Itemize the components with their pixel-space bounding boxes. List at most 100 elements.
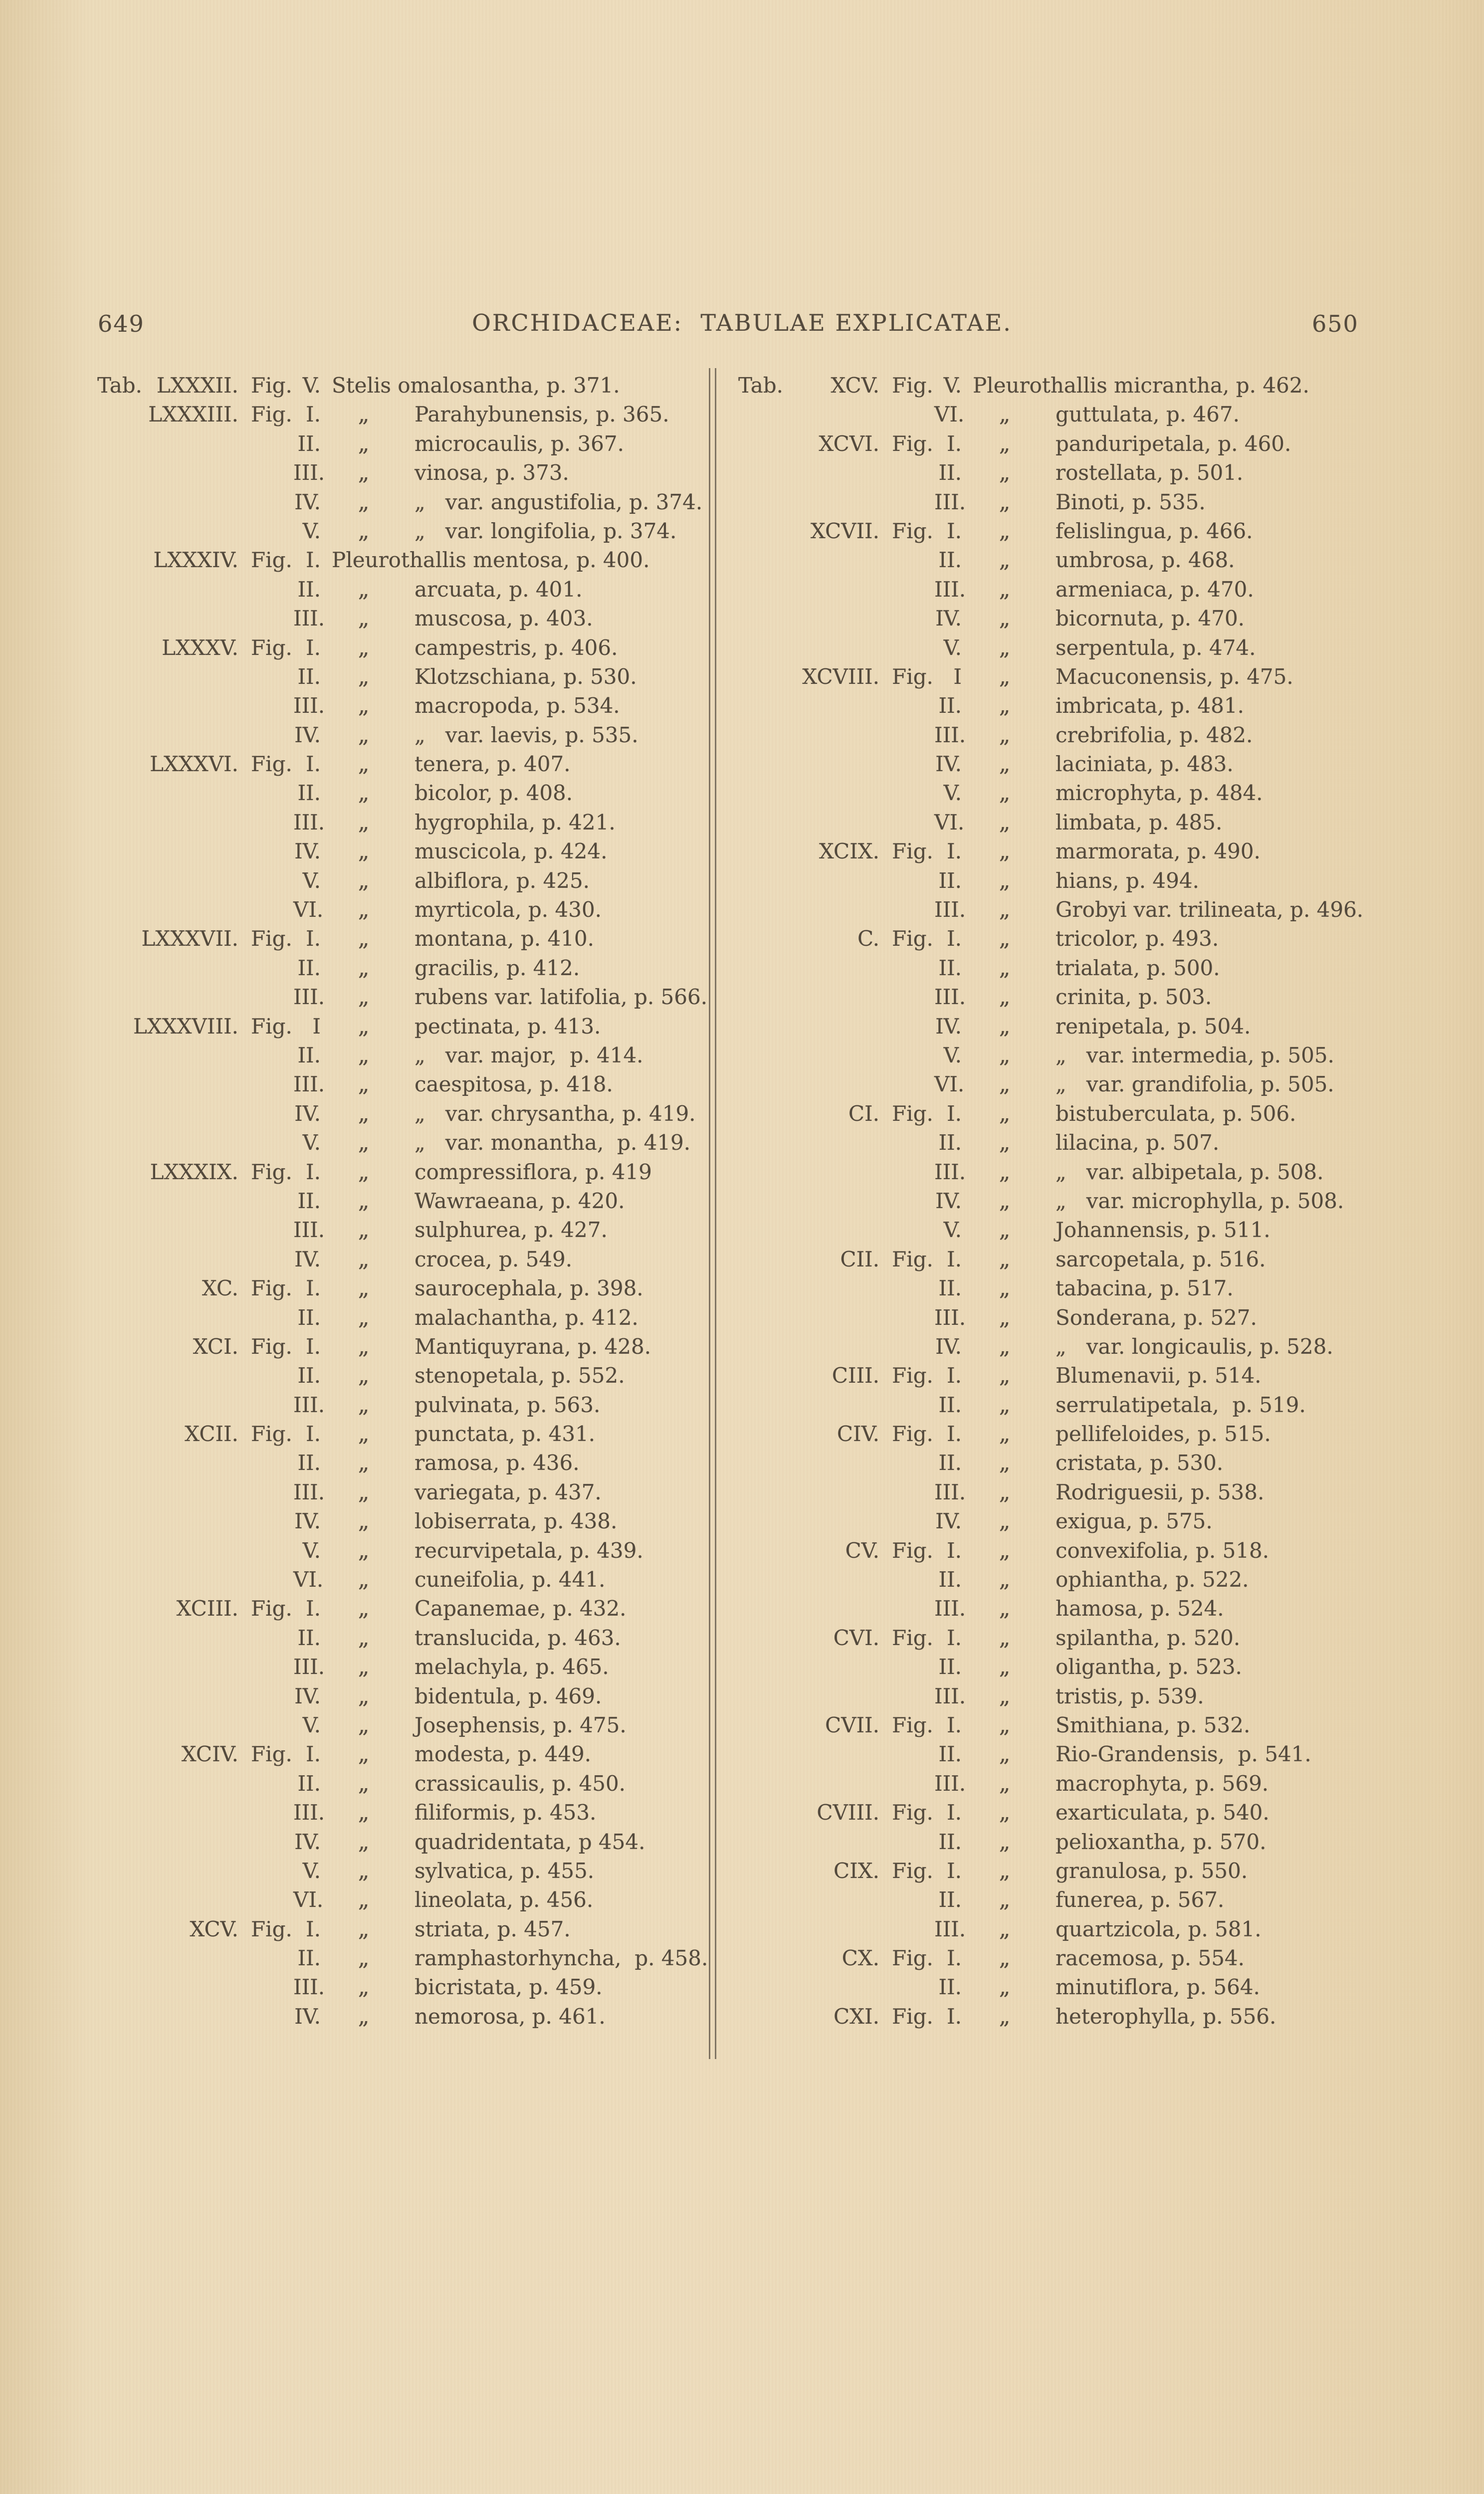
fig-numeral: I. [306, 1916, 321, 1941]
tab-numeral [726, 1391, 879, 1420]
ditto-mark: „ [358, 460, 370, 486]
fig-numeral: II. [297, 577, 321, 602]
fig-numeral: I. [947, 1247, 962, 1271]
tab-numeral [726, 1915, 879, 1944]
ditto-mark: „ [358, 838, 370, 864]
index-row: LXXXVII. Fig. I. „ montana, p. 410. [85, 924, 743, 953]
species-entry: exigua, p. 575. [1056, 1509, 1213, 1534]
ditto-mark: „ [358, 1567, 370, 1593]
ditto-mark: „ [999, 867, 1011, 893]
ditto-mark: „ [358, 1217, 370, 1243]
ditto-mark: „ [358, 2003, 370, 2029]
fig-word [251, 604, 293, 633]
fig-numeral: I. [306, 1422, 321, 1447]
fig-word [251, 1449, 293, 1477]
fig-numeral: I. [947, 1101, 962, 1126]
tab-numeral: CII. [840, 1247, 879, 1271]
ditto-mark: „ [358, 1304, 370, 1330]
fig-word [251, 691, 293, 720]
fig-numeral: I. [306, 1742, 321, 1767]
fig-numeral: I. [306, 926, 321, 951]
fig-numeral: III. [934, 489, 966, 514]
species-entry: Capanemae, p. 432. [415, 1596, 627, 1621]
tab-numeral [85, 1536, 238, 1565]
fig-numeral: II. [938, 693, 962, 718]
tab-numeral [85, 1885, 238, 1914]
index-row: XCV. Fig. I. „ striata, p. 457. [85, 1915, 743, 1944]
species-entry: bicolor, p. 408. [415, 781, 573, 806]
fig-word: Fig. [251, 548, 292, 573]
fig-numeral: II. [938, 1742, 962, 1767]
tab-numeral [726, 546, 879, 575]
index-row: IV. „ renipetala, p. 504. [726, 1012, 1479, 1041]
tab-numeral [85, 721, 238, 750]
fig-word [892, 1216, 934, 1245]
species-entry: tristis, p. 539. [1056, 1683, 1204, 1708]
species-entry: Klotzschiana, p. 530. [415, 664, 637, 689]
fig-word [251, 1798, 293, 1827]
index-row: CVII. Fig. I. „ Smithiana, p. 532. [726, 1711, 1479, 1740]
index-row: CXI. Fig. I. „ heterophylla, p. 556. [726, 2002, 1479, 2031]
fig-word [251, 1391, 293, 1420]
fig-numeral: V. [302, 1712, 321, 1737]
tab-numeral [85, 837, 238, 866]
species-entry: stenopetala, p. 552. [415, 1363, 625, 1388]
fig-word [892, 546, 934, 575]
tab-numeral: C. [857, 926, 879, 951]
tab-numeral [85, 691, 238, 720]
ditto-mark: „ [358, 1858, 370, 1883]
species-entry: Wawraeana, p. 420. [415, 1188, 625, 1213]
tab-numeral [85, 1507, 238, 1536]
ditto-mark: „ [999, 430, 1011, 456]
index-row: II. „ Wawraeana, p. 420. [85, 1187, 743, 1216]
tab-numeral [726, 895, 879, 924]
fig-word: Fig. [892, 373, 933, 398]
tab-numeral [85, 1828, 238, 1857]
fig-word: Fig. [892, 1858, 933, 1883]
ditto-mark: „ [358, 780, 370, 806]
species-entry: ramosa, p. 436. [415, 1451, 580, 1475]
tab-numeral [726, 750, 879, 779]
tab-numeral [726, 866, 879, 895]
species-entry: Binoti, p. 535. [1056, 489, 1206, 514]
tab-numeral [726, 1070, 879, 1099]
fig-numeral: III. [934, 1479, 966, 1504]
species-entry: armeniaca, p. 470. [1056, 577, 1254, 602]
species-entry: guttulata, p. 467. [1056, 402, 1240, 427]
index-row: LXXXVIII. Fig. I „ pectinata, p. 413. [85, 1012, 743, 1041]
index-column-right: Tab. XCV. Fig. V. Pleurothallis micrantha, p… [726, 371, 1479, 2031]
index-row: V. „ serpentula, p. 474. [726, 633, 1479, 662]
fig-numeral: III. [293, 1479, 325, 1504]
fig-word [892, 1303, 934, 1332]
fig-numeral: I [312, 1014, 321, 1039]
ditto-mark: „ [999, 1596, 1011, 1622]
page-title: ORCHIDACEAE: TABULAE EXPLICATAE. [472, 309, 1012, 336]
index-row: V. „ Josephensis, p. 475. [85, 1711, 743, 1740]
ditto-mark: „ [999, 1945, 1011, 1971]
fig-word [892, 1070, 934, 1099]
index-row: III. „ hygrophila, p. 421. [85, 808, 743, 837]
species-entry: sarcopetala, p. 516. [1056, 1247, 1266, 1271]
ditto-mark: „ [999, 1537, 1011, 1563]
fig-numeral: III. [293, 1800, 325, 1825]
species-entry: spilantha, p. 520. [1056, 1625, 1241, 1650]
tab-numeral: LXXXVII. [141, 926, 238, 951]
fig-word [892, 633, 934, 662]
tab-numeral [85, 866, 238, 895]
tab-numeral [726, 1158, 879, 1187]
species-entry: recurvipetala, p. 439. [415, 1538, 643, 1563]
species-entry: Mantiquyrana, p. 428. [415, 1334, 651, 1359]
index-row: LXXXVI. Fig. I. „ tenera, p. 407. [85, 750, 743, 779]
fig-numeral: III. [934, 1683, 966, 1708]
species-entry: marmorata, p. 490. [1056, 839, 1261, 864]
index-row: II. „ cristata, p. 530. [726, 1449, 1479, 1477]
ditto-mark: „ [999, 1275, 1011, 1301]
tab-numeral: LXXXIV. [153, 548, 238, 573]
fig-numeral: II. [938, 1130, 962, 1155]
index-row: II. „ serrulatipetala, p. 519. [726, 1391, 1479, 1420]
fig-numeral: III. [934, 1159, 966, 1184]
fig-word: Fig. [892, 2004, 933, 2029]
tab-numeral: CVIII. [817, 1800, 879, 1825]
ditto-mark: „ [999, 547, 1011, 573]
